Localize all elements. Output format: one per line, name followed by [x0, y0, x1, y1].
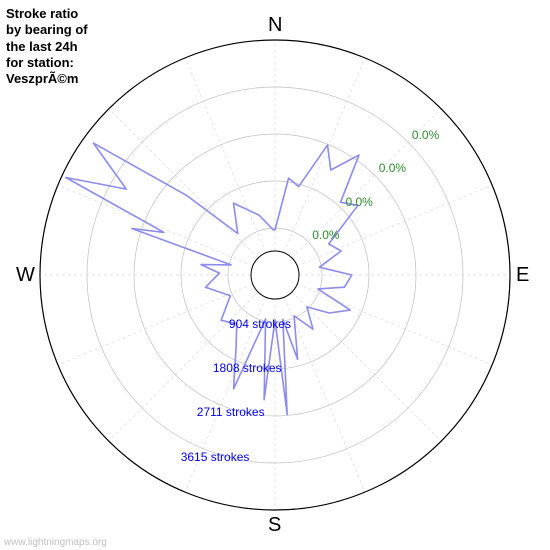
- chart-title: Stroke ratio by bearing of the last 24h …: [6, 6, 88, 87]
- upper-ring-label: 0.0%: [412, 128, 439, 142]
- cardinal-south: S: [268, 514, 281, 537]
- cardinal-north: N: [268, 14, 282, 37]
- lower-ring-label: 904 strokes: [229, 317, 291, 331]
- lower-ring-label: 3615 strokes: [181, 450, 250, 464]
- lower-ring-label: 2711 strokes: [197, 405, 265, 419]
- upper-ring-label: 0.0%: [312, 228, 339, 242]
- cardinal-west: W: [16, 264, 35, 287]
- cardinal-east: E: [516, 264, 529, 287]
- upper-ring-label: 0.0%: [379, 161, 406, 175]
- lower-ring-label: 1808 strokes: [213, 361, 282, 375]
- attribution-text: www.lightningmaps.org: [4, 537, 107, 548]
- upper-ring-label: 0.0%: [345, 195, 372, 209]
